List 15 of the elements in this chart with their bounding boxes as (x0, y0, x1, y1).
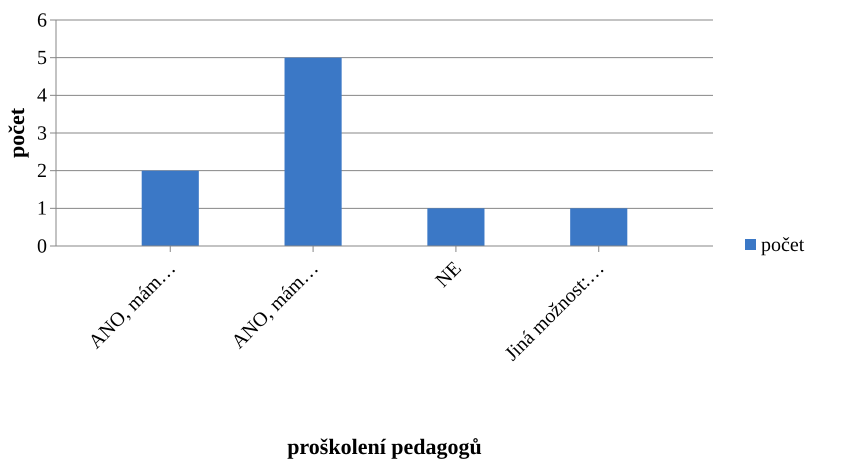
y-tick-label: 2 (37, 160, 47, 182)
y-tick-label: 0 (37, 235, 47, 258)
bar (427, 208, 484, 246)
x-tick-label: NE (431, 257, 466, 292)
y-tick-label: 1 (37, 198, 47, 220)
bar (142, 170, 199, 246)
x-axis-title: proškolení pedagogů (287, 434, 482, 459)
legend-label: počet (761, 234, 805, 256)
y-tick-label: 5 (37, 47, 47, 70)
y-tick-label: 6 (37, 9, 47, 32)
bar (570, 208, 628, 246)
bar (284, 58, 342, 246)
y-axis-title: počet (4, 107, 29, 158)
y-tick-label: 3 (37, 122, 47, 144)
y-tick-label: 4 (37, 84, 47, 107)
